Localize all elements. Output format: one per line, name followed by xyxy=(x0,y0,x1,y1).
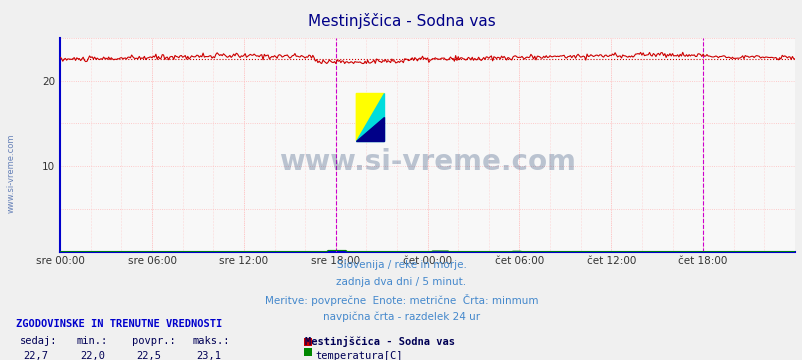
Polygon shape xyxy=(356,94,384,141)
Text: navpična črta - razdelek 24 ur: navpična črta - razdelek 24 ur xyxy=(322,312,480,322)
Text: Slovenija / reke in morje.: Slovenija / reke in morje. xyxy=(336,260,466,270)
Text: Mestinjščica - Sodna vas: Mestinjščica - Sodna vas xyxy=(307,13,495,29)
Text: 22,0: 22,0 xyxy=(79,351,105,360)
Text: ZGODOVINSKE IN TRENUTNE VREDNOSTI: ZGODOVINSKE IN TRENUTNE VREDNOSTI xyxy=(16,319,222,329)
Text: www.si-vreme.com: www.si-vreme.com xyxy=(6,133,15,212)
Text: temperatura[C]: temperatura[C] xyxy=(315,351,403,360)
Text: povpr.:: povpr.: xyxy=(132,336,176,346)
Polygon shape xyxy=(356,117,384,141)
Text: sedaj:: sedaj: xyxy=(20,336,58,346)
Text: min.:: min.: xyxy=(76,336,107,346)
Text: 22,7: 22,7 xyxy=(23,351,49,360)
Text: 22,5: 22,5 xyxy=(136,351,161,360)
Text: zadnja dva dni / 5 minut.: zadnja dva dni / 5 minut. xyxy=(336,277,466,287)
Text: Meritve: povprečne  Enote: metrične  Črta: minmum: Meritve: povprečne Enote: metrične Črta:… xyxy=(265,294,537,306)
Text: 23,1: 23,1 xyxy=(196,351,221,360)
Text: Mestinjščica - Sodna vas: Mestinjščica - Sodna vas xyxy=(305,336,455,347)
Text: maks.:: maks.: xyxy=(192,336,230,346)
Polygon shape xyxy=(356,94,384,141)
Text: www.si-vreme.com: www.si-vreme.com xyxy=(279,148,575,176)
